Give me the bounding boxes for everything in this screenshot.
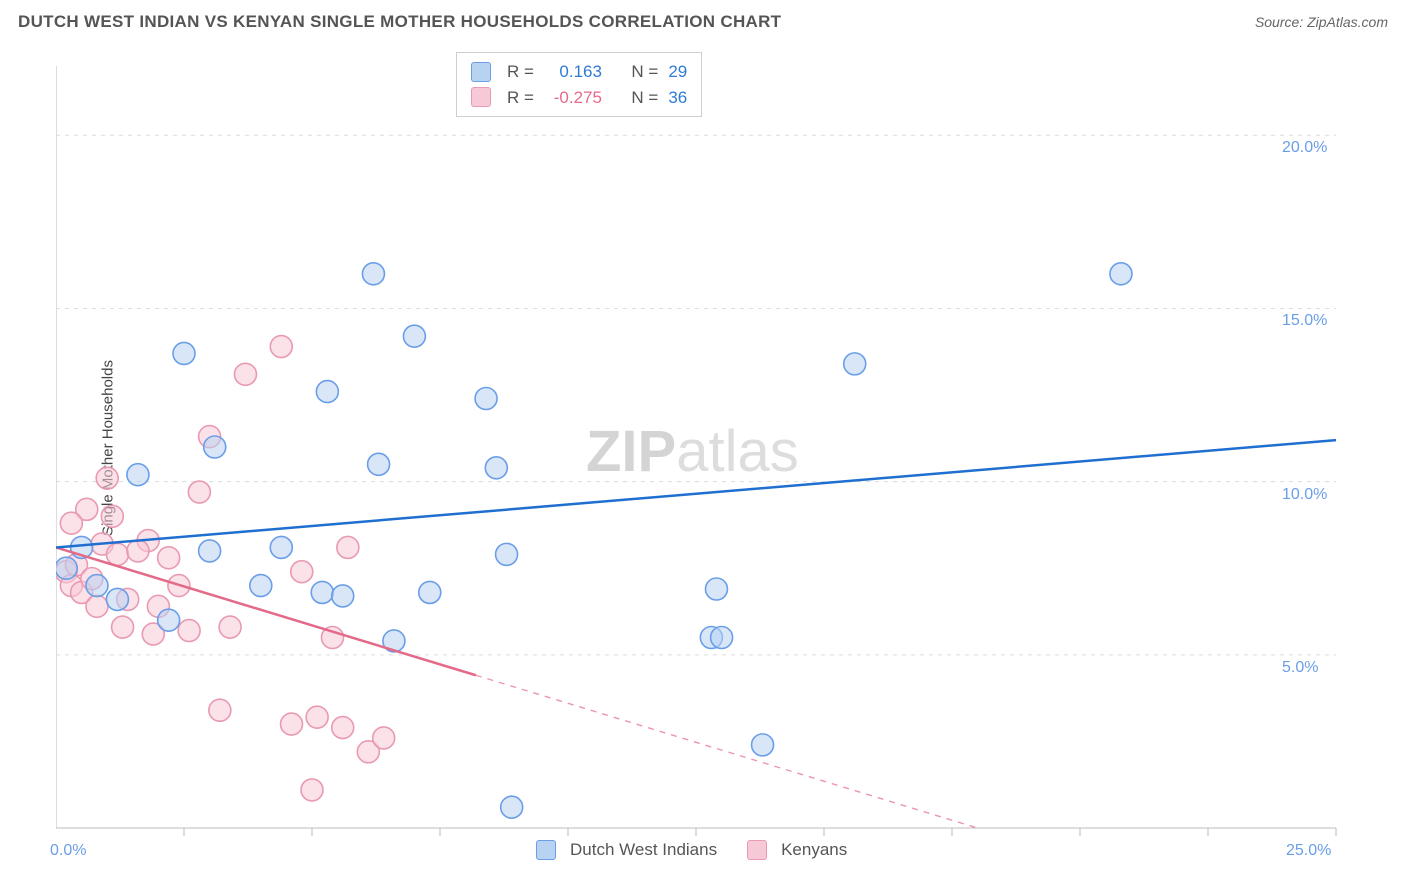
y-tick-label: 5.0% — [1282, 659, 1318, 677]
series-swatch — [471, 87, 491, 107]
stats-row: R = -0.275 N = 36 — [471, 85, 687, 111]
r-label: R = — [507, 59, 534, 85]
r-value: -0.275 — [544, 85, 602, 111]
y-tick-label: 20.0% — [1282, 139, 1327, 157]
n-value: 36 — [668, 85, 687, 111]
plot-wrapper: Single Mother Households ZIPatlas R =0.1… — [56, 48, 1376, 848]
legend-label: Kenyans — [781, 840, 847, 860]
legend-item: Dutch West Indians — [536, 840, 717, 860]
stats-box: R = 0.163 N = 29 R = -0.275 N = 36 — [456, 52, 702, 117]
legend-item: Kenyans — [747, 840, 847, 860]
scatter-chart — [56, 48, 1376, 848]
legend-swatch — [536, 840, 556, 860]
title-bar: DUTCH WEST INDIAN VS KENYAN SINGLE MOTHE… — [0, 0, 1406, 38]
x-tick-label-left: 0.0% — [50, 842, 86, 860]
series-swatch — [471, 62, 491, 82]
n-label: N = — [631, 59, 658, 85]
chart-title: DUTCH WEST INDIAN VS KENYAN SINGLE MOTHE… — [18, 12, 781, 32]
source-attribution: Source: ZipAtlas.com — [1255, 14, 1388, 30]
bottom-legend: Dutch West Indians Kenyans — [536, 840, 847, 860]
r-value: 0.163 — [544, 59, 602, 85]
y-tick-label: 10.0% — [1282, 486, 1327, 504]
n-label: N = — [631, 85, 658, 111]
legend-swatch — [747, 840, 767, 860]
y-tick-label: 15.0% — [1282, 312, 1327, 330]
stats-row: R = 0.163 N = 29 — [471, 59, 687, 85]
x-tick-label-right: 25.0% — [1286, 842, 1331, 860]
legend-label: Dutch West Indians — [570, 840, 717, 860]
r-label: R = — [507, 85, 534, 111]
n-value: 29 — [668, 59, 687, 85]
